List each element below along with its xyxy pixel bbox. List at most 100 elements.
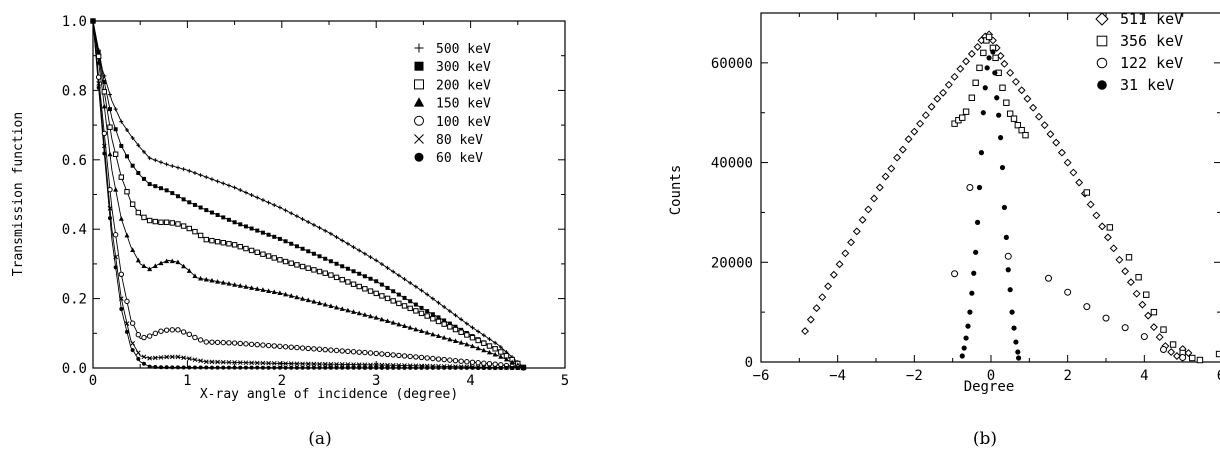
data-point — [1063, 158, 1072, 167]
data-point — [124, 127, 129, 132]
data-point — [436, 365, 441, 370]
data-point — [119, 307, 124, 312]
data-point — [1215, 350, 1220, 358]
data-point — [113, 127, 118, 132]
data-point — [186, 331, 192, 338]
data-point — [209, 277, 215, 283]
data-point — [221, 365, 226, 370]
data-point — [425, 365, 430, 370]
data-point — [974, 219, 981, 225]
data-point — [130, 163, 135, 168]
data-point — [442, 365, 447, 370]
data-point — [350, 281, 357, 287]
data-point — [396, 352, 402, 359]
data-point — [481, 333, 486, 338]
data-point — [419, 288, 424, 293]
data-point — [458, 358, 464, 364]
data-point — [521, 365, 526, 370]
data-point — [973, 42, 982, 51]
data-point — [283, 361, 288, 366]
data-point — [192, 170, 197, 175]
chart-b-x-tick-label: 6 — [1217, 368, 1220, 384]
data-point — [158, 355, 164, 360]
data-point — [1144, 311, 1153, 320]
data-point — [271, 289, 277, 294]
data-point — [469, 334, 476, 341]
data-point — [368, 365, 373, 370]
data-point — [413, 308, 419, 314]
data-point — [118, 216, 124, 221]
data-point — [812, 304, 821, 313]
data-point — [476, 329, 481, 334]
data-point — [1109, 244, 1118, 253]
data-point — [260, 230, 265, 235]
data-point — [1064, 288, 1072, 296]
data-point — [153, 365, 158, 370]
data-point — [231, 340, 238, 346]
data-point — [806, 315, 815, 324]
data-point — [374, 258, 379, 263]
data-point — [243, 245, 249, 252]
data-point — [283, 365, 288, 370]
data-point — [1013, 339, 1019, 345]
data-point — [1102, 314, 1110, 322]
data-point — [221, 181, 226, 186]
data-point — [231, 242, 238, 248]
data-point — [163, 219, 170, 225]
data-point — [408, 280, 413, 285]
data-point — [141, 176, 146, 181]
data-point — [476, 365, 481, 370]
data-point — [824, 282, 833, 291]
data-point — [192, 202, 197, 207]
chart-a-x-tick-label: 1 — [183, 373, 191, 389]
data-point — [515, 365, 520, 370]
data-point — [407, 325, 413, 330]
data-point — [1155, 333, 1164, 342]
data-point — [1052, 138, 1061, 147]
data-point — [858, 215, 867, 224]
data-point — [112, 232, 119, 238]
data-point — [1121, 324, 1129, 332]
chart-b-ticks: −6 −4 −2 0 2 4 6 0 20000 40000 60000 — [711, 12, 1220, 384]
data-point — [141, 263, 147, 268]
data-point — [963, 335, 969, 341]
data-point — [452, 338, 459, 343]
data-point — [209, 339, 215, 345]
data-point — [486, 343, 493, 349]
data-point — [971, 270, 977, 276]
data-point — [1010, 115, 1018, 122]
data-point — [124, 329, 129, 334]
data-point — [1106, 224, 1114, 231]
data-point — [801, 327, 810, 336]
data-point — [334, 365, 339, 370]
data-point — [994, 95, 1000, 101]
data-point — [345, 348, 351, 355]
data-point — [169, 258, 175, 264]
data-point — [147, 355, 152, 361]
data-point — [413, 365, 418, 370]
data-point — [509, 359, 515, 365]
data-point — [299, 263, 306, 270]
data-point — [379, 262, 384, 267]
data-point — [442, 318, 447, 323]
data-point — [1005, 267, 1011, 273]
data-point — [113, 265, 118, 270]
data-point — [401, 303, 408, 309]
data-point — [294, 344, 300, 351]
data-point — [141, 149, 146, 154]
data-point — [1115, 255, 1124, 264]
data-point — [328, 303, 334, 309]
data-point — [339, 348, 345, 354]
data-point — [130, 135, 135, 140]
data-point — [419, 305, 424, 310]
data-point — [289, 211, 294, 216]
legend-label-200-kev: 200 keV — [436, 78, 491, 93]
data-point — [475, 360, 481, 366]
data-point — [368, 276, 373, 281]
legend-marker-100-kev — [414, 115, 424, 126]
data-point — [373, 290, 379, 297]
data-point — [265, 253, 272, 259]
data-point — [164, 162, 169, 167]
data-point — [266, 200, 271, 205]
data-point — [470, 365, 475, 370]
